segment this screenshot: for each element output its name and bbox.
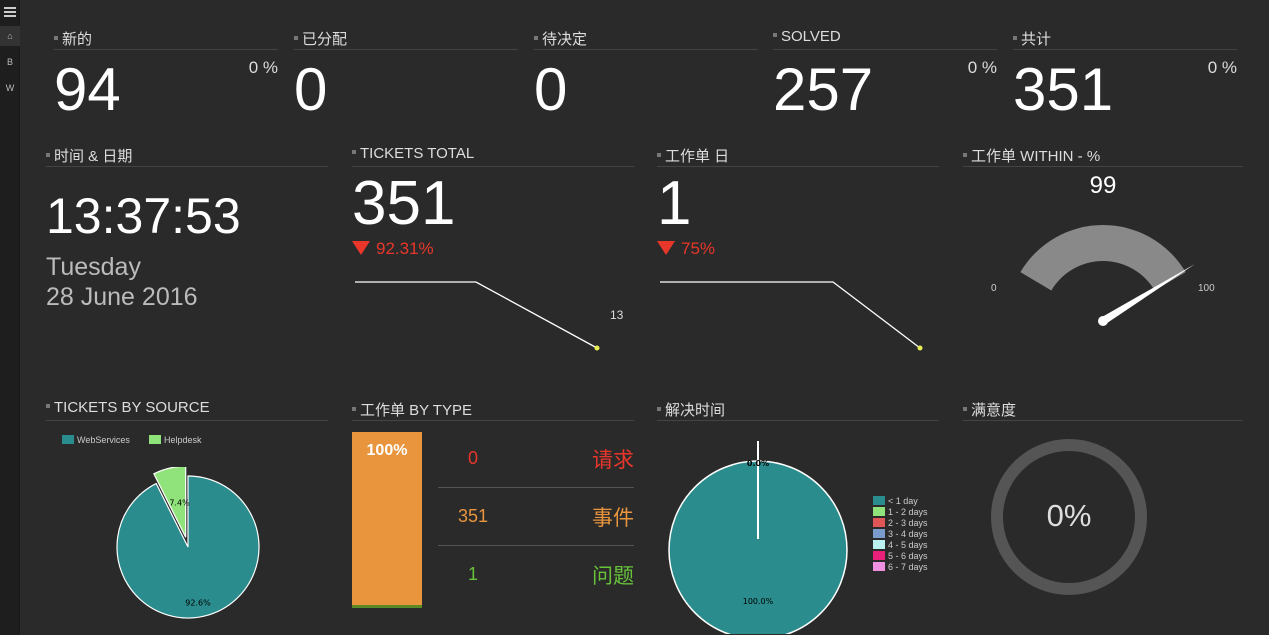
day-change: 75% <box>657 239 715 259</box>
stat-value: 0 <box>534 56 568 123</box>
stat-assigned: 已分配 0 <box>294 28 518 120</box>
panel-title: 时间 & 日期 <box>46 145 328 167</box>
tickets-total-panel: TICKETS TOTAL 351 92.31% 13 <box>352 145 634 355</box>
legend-item: 1 - 2 days <box>873 507 928 518</box>
down-arrow-icon <box>352 241 370 255</box>
legend-item: < 1 day <box>873 496 928 507</box>
gauge-needle <box>1100 264 1195 325</box>
stat-value: 351 <box>1013 56 1114 123</box>
type-count: 1 <box>467 564 478 584</box>
sparkline-end-point <box>917 345 923 351</box>
stat-percent: 0 % <box>1207 58 1237 77</box>
day-value: 1 <box>657 169 692 238</box>
gauge-hub <box>1098 316 1108 326</box>
gauge <box>1020 224 1195 326</box>
stat-new: 新的 94 0 % <box>54 28 278 120</box>
satisfaction-value: 0% <box>1046 498 1092 533</box>
by-type-panel: 工作单 BY TYPE 100% 0 请求 351 事件 1 问题 <box>352 399 634 635</box>
panel-title: 解决时间 <box>657 399 939 421</box>
donut-ring <box>991 439 1147 595</box>
clock-time: 13:37:53 <box>46 188 241 244</box>
calendar-date: 28 June 2016 <box>46 283 198 311</box>
pie-label-helpdesk: 7.4% <box>169 499 190 508</box>
stat-pending: 待决定 0 <box>534 28 758 120</box>
resolution-pie-chart: 0.0% 100.0% <box>668 441 848 634</box>
sidebar-item-w[interactable]: W <box>5 83 15 93</box>
home-icon[interactable]: ⌂ <box>0 26 20 46</box>
type-label: 事件 <box>592 507 634 530</box>
legend-item: 6 - 7 days <box>873 562 928 573</box>
resolution-panel: 解决时间 0.0% 100.0% < 1 day 1 - 2 days 2 - … <box>657 399 939 635</box>
satisfaction-panel: 满意度 0% <box>963 399 1243 635</box>
panel-title: 满意度 <box>963 399 1243 421</box>
stat-value: 0 <box>294 56 328 123</box>
legend-item: 3 - 4 days <box>873 529 928 540</box>
sparkline-line <box>355 281 598 349</box>
stat-value: 257 <box>773 56 874 123</box>
stat-solved: SOLVED 257 0 % <box>773 28 997 120</box>
stat-percent: 0 % <box>967 58 997 77</box>
total-change: 92.31% <box>352 239 434 259</box>
gauge-max-label: 100 <box>1198 283 1215 294</box>
by-source-panel: TICKETS BY SOURCE WebServices Helpdesk 9… <box>46 399 328 635</box>
type-count: 351 <box>457 506 489 526</box>
weekday: Tuesday <box>46 253 141 281</box>
legend-item-helpdesk: Helpdesk <box>149 435 202 445</box>
panel-title: 已分配 <box>294 28 518 50</box>
source-pie-chart: 92.6% 7.4% <box>116 467 260 619</box>
pie-label-top: 0.0% <box>747 459 769 468</box>
stat-total: 共计 351 0 % <box>1013 28 1237 120</box>
down-arrow-icon <box>657 241 675 255</box>
menu-icon[interactable] <box>0 2 20 22</box>
day-sparkline <box>660 281 923 351</box>
panel-title: 工作单 日 <box>657 145 939 167</box>
type-bar-label: 100% <box>366 442 408 459</box>
within-panel: 工作单 WITHIN - % 99 0 100 <box>963 145 1243 345</box>
type-label: 问题 <box>592 565 634 588</box>
sparkline-line <box>660 281 921 349</box>
type-bar: 100% <box>352 432 422 608</box>
panel-title: 新的 <box>54 28 278 50</box>
sparkline-end-point <box>594 345 600 351</box>
pie-label-bottom: 100.0% <box>743 597 774 606</box>
sparkline-label: 13 <box>610 308 624 322</box>
type-row-incident: 351 事件 <box>438 488 634 546</box>
gauge-min-label: 0 <box>991 283 997 294</box>
sidebar-item-b[interactable]: B <box>6 57 13 67</box>
stat-value: 94 <box>54 56 121 123</box>
panel-title: TICKETS TOTAL <box>352 145 634 167</box>
sidebar: ⌂ B W <box>0 0 20 635</box>
gauge-value: 99 <box>1089 172 1117 199</box>
legend-item: 4 - 5 days <box>873 540 928 551</box>
datetime-panel: 时间 & 日期 13:37:53 Tuesday 28 June 2016 <box>46 145 328 345</box>
tickets-day-panel: 工作单 日 1 75% <box>657 145 939 355</box>
panel-title: SOLVED <box>773 28 997 50</box>
legend-item: 5 - 6 days <box>873 551 928 562</box>
legend-item: 2 - 3 days <box>873 518 928 529</box>
total-sparkline <box>355 281 600 351</box>
panel-title: 工作单 WITHIN - % <box>963 145 1243 167</box>
type-count: 0 <box>467 448 478 468</box>
total-value: 351 <box>352 169 456 238</box>
panel-title: 待决定 <box>534 28 758 50</box>
pie-slice-webservices <box>116 475 260 619</box>
resolution-legend: < 1 day 1 - 2 days 2 - 3 days 3 - 4 days… <box>873 496 928 573</box>
panel-title: TICKETS BY SOURCE <box>46 399 328 421</box>
type-row-problem: 1 问题 <box>438 546 634 604</box>
panel-title: 工作单 BY TYPE <box>352 399 634 421</box>
type-row-request: 0 请求 <box>438 430 634 488</box>
legend-item-webservices: WebServices <box>62 435 130 445</box>
type-label: 请求 <box>592 449 634 472</box>
pie-slice-helpdesk <box>153 467 187 538</box>
panel-title: 共计 <box>1013 28 1237 50</box>
pie-label-webservices: 92.6% <box>185 598 211 607</box>
gauge-arc <box>1020 224 1186 291</box>
satisfaction-donut <box>991 439 1147 595</box>
stat-percent: 0 % <box>248 58 278 77</box>
